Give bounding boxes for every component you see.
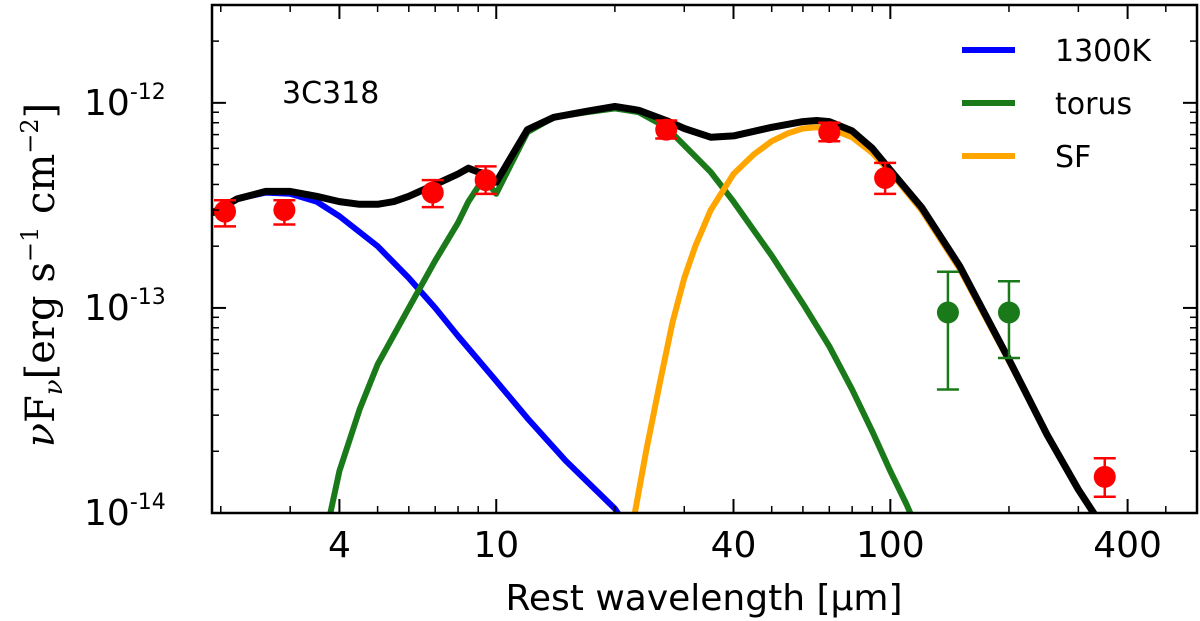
data-point [936, 270, 959, 391]
point-marker [474, 169, 497, 192]
data-point [874, 161, 897, 196]
legend-label-sf: SF [1055, 140, 1091, 175]
x-tick-label: 4 [328, 525, 351, 566]
data-point [818, 121, 841, 144]
y-axis-label: νFν[erg s−1 cm−2] [16, 103, 69, 448]
x-axis-label: Rest wavelength [μm] [505, 578, 902, 619]
y-tick-label: 10-13 [84, 285, 166, 329]
data-points [214, 118, 1116, 499]
x-tick-label: 400 [1093, 525, 1162, 566]
data-point [1093, 456, 1116, 499]
point-marker [655, 118, 678, 141]
y-tick-label: 10-12 [84, 80, 166, 124]
series-line-sf [631, 124, 1098, 513]
svg-text:νFν[erg s−1 cm−2]: νFν[erg s−1 cm−2] [16, 103, 69, 448]
data-point [421, 178, 444, 209]
series-line-1300k [212, 189, 622, 513]
model-curves [212, 103, 1098, 513]
source-annotation: 3C318 [282, 76, 379, 111]
point-marker [214, 200, 237, 223]
data-point [273, 198, 296, 226]
x-tick-label: 100 [856, 525, 925, 566]
legend: 1300K torus SF [962, 34, 1152, 175]
point-marker [273, 199, 296, 222]
point-marker [936, 301, 959, 324]
point-marker [421, 181, 444, 204]
point-marker [874, 167, 897, 190]
legend-label-torus: torus [1055, 87, 1132, 122]
data-point [474, 165, 497, 196]
point-marker [997, 301, 1020, 324]
plot-frame [210, 3, 1199, 515]
series-line-torus [327, 105, 914, 513]
x-tick-label: 10 [473, 525, 519, 566]
data-point [997, 279, 1020, 360]
x-tick-label: 40 [711, 525, 757, 566]
data-point [214, 198, 237, 228]
data-point [655, 118, 678, 141]
axis-ticks: 4 10 40 100 400 10-14 10-13 10-12 [84, 4, 1198, 566]
y-tick-label: 10-14 [84, 490, 166, 534]
point-marker [818, 121, 841, 144]
legend-label-1300k: 1300K [1055, 34, 1152, 69]
point-marker [1093, 465, 1116, 488]
